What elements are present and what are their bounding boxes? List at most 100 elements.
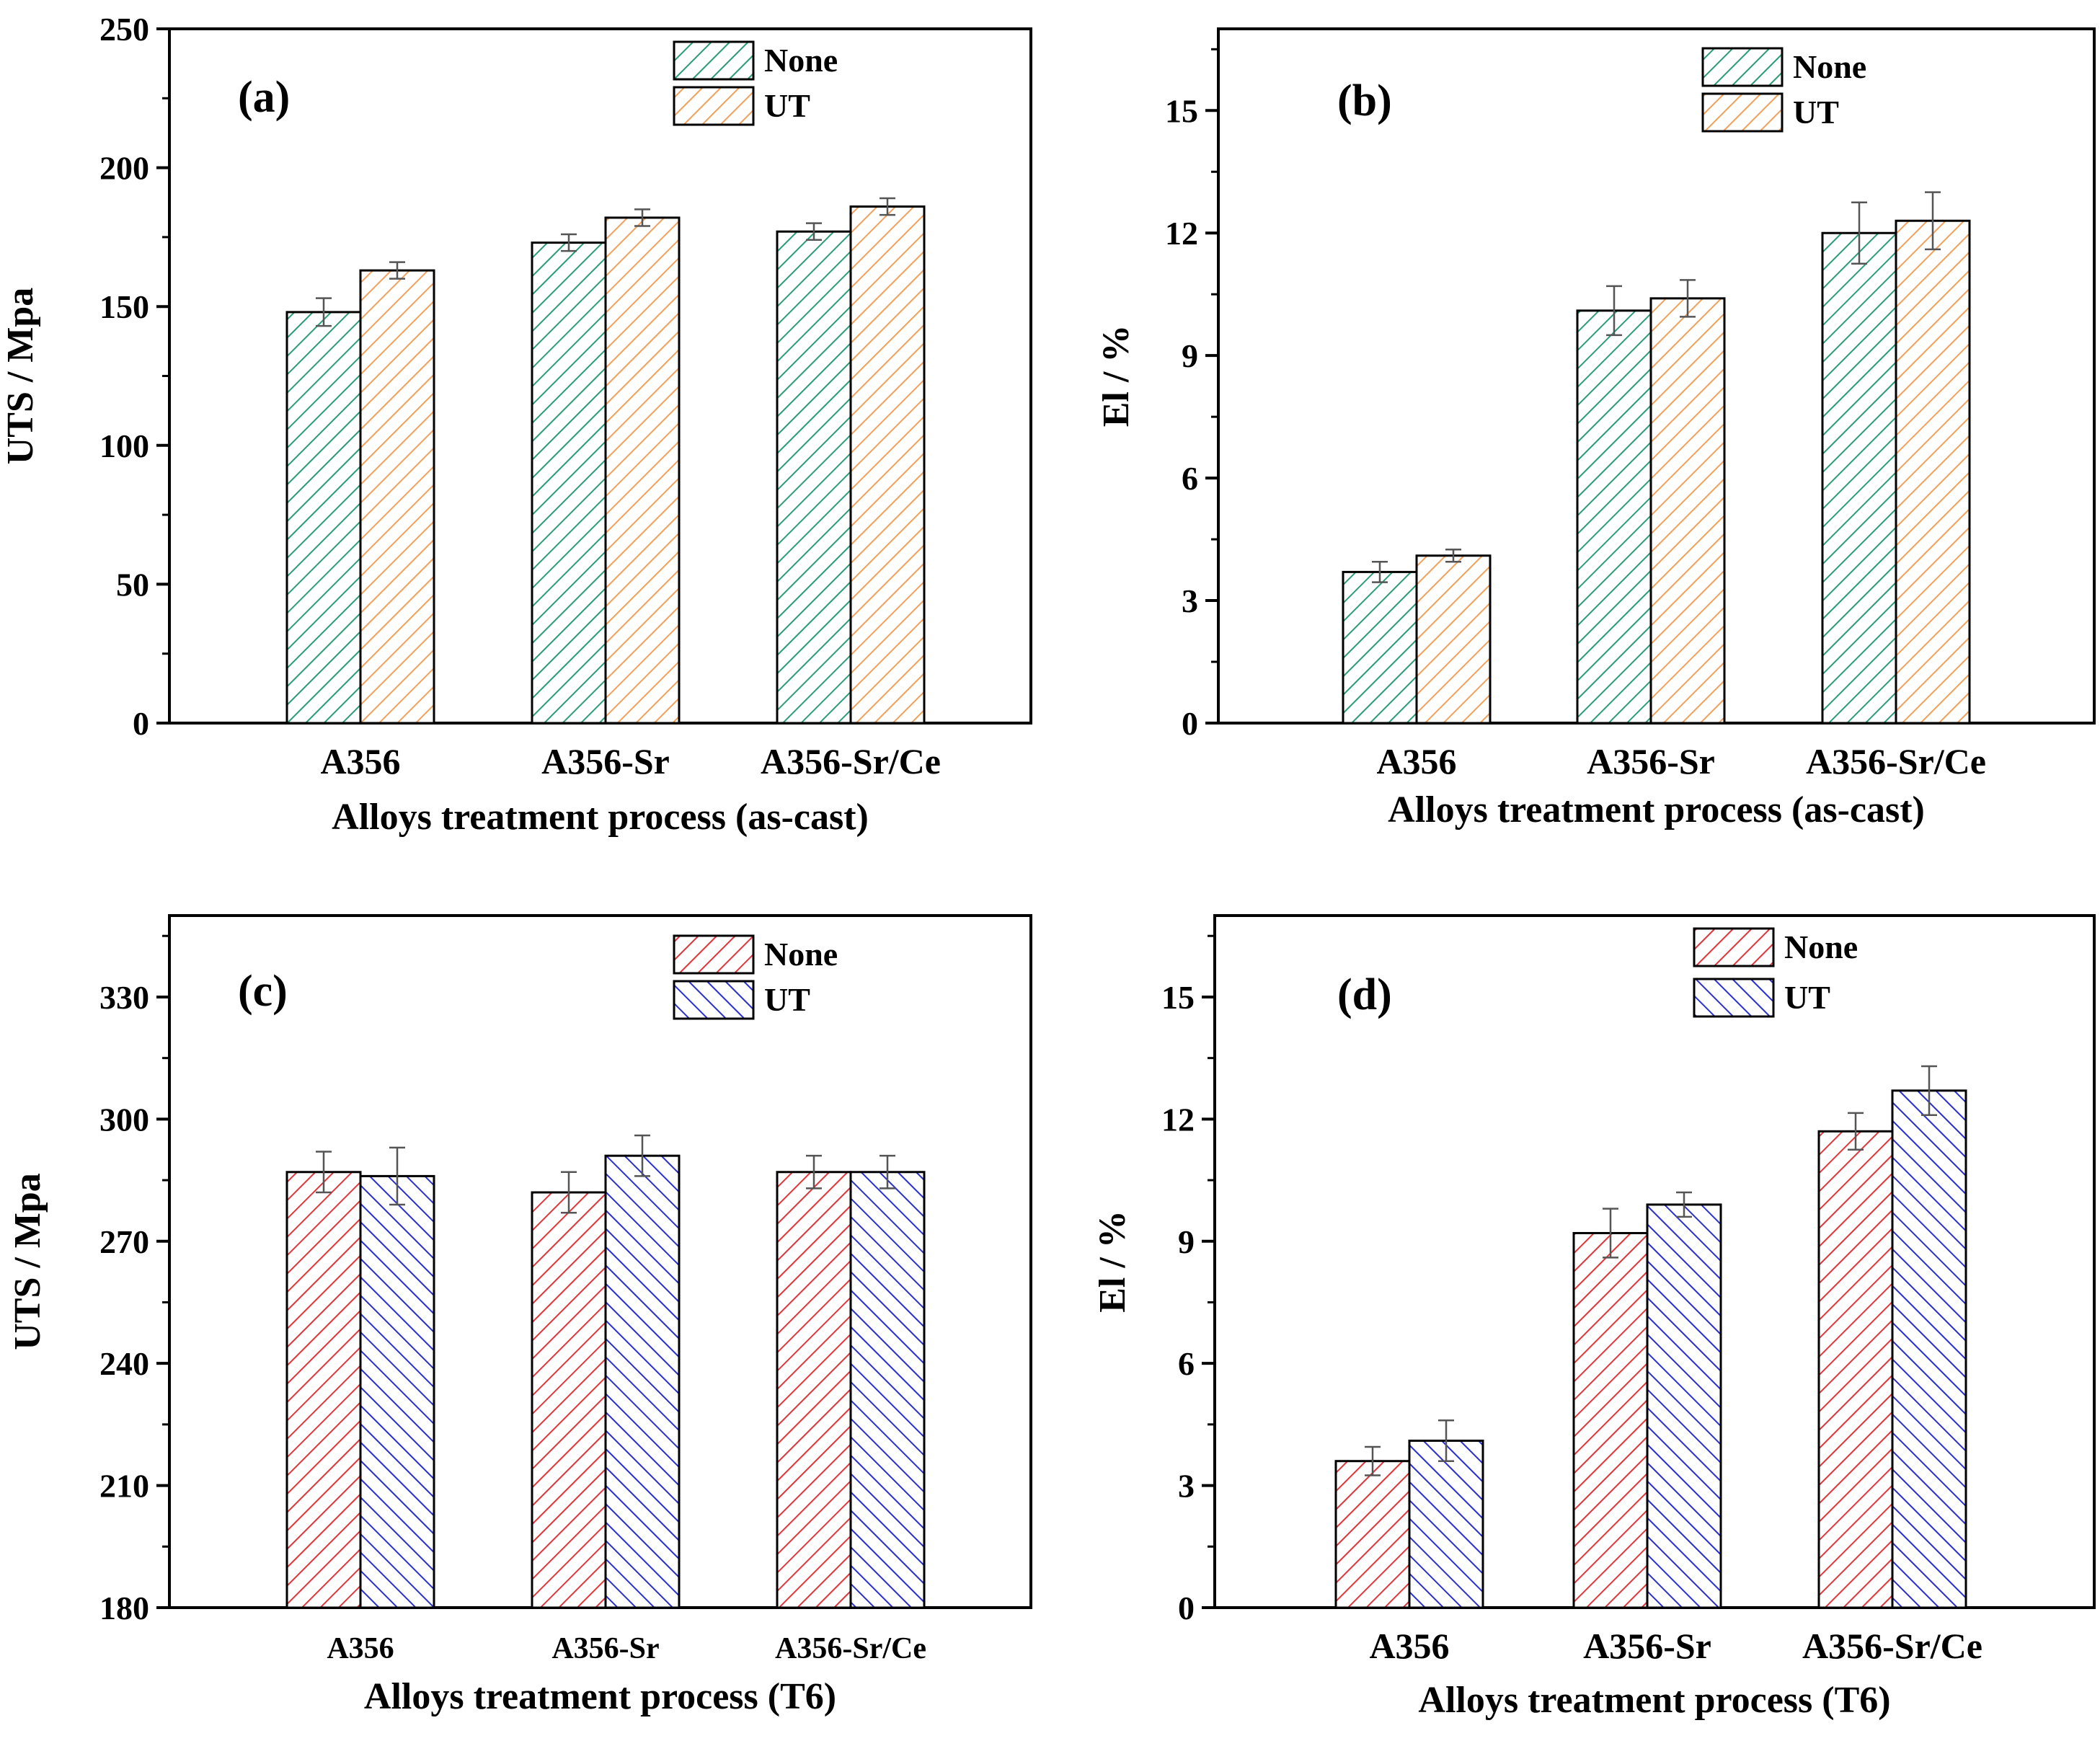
legend: None UT — [1693, 927, 1858, 1018]
legend-swatch-none — [673, 934, 755, 975]
bar-none-a356 — [285, 311, 362, 725]
error-bar — [561, 1171, 577, 1214]
bar-ut-a356-sr-ce — [849, 1171, 926, 1609]
x-tick-label: A356-Sr — [541, 741, 670, 781]
bar-ut-a356-sr-ce — [1895, 219, 1971, 725]
chart-panel-b: 0 3 6 9 12 15 El / % Alloys treatment process (… — [1096, 27, 2096, 830]
y-tick-label: 150 — [99, 288, 149, 325]
bar-ut-a356 — [1415, 554, 1492, 725]
legend-swatch-none — [1693, 927, 1775, 967]
y-tick-label: 15 — [1161, 979, 1195, 1016]
error-bar — [1438, 1419, 1454, 1462]
error-bar — [634, 208, 650, 227]
error-bar — [389, 261, 405, 280]
x-tick-label: A356 — [327, 1632, 394, 1665]
x-tick-label: A356-Sr/Ce — [775, 1632, 926, 1665]
legend-label-none: None — [1793, 48, 1866, 85]
chart-panel-c: 180 210 240 270 300 330 UTS / Mpa Alloys treatm… — [7, 914, 1032, 1717]
y-tick-label: 9 — [1178, 1223, 1195, 1260]
error-bar — [806, 1154, 822, 1190]
bar-ut-a356-sr — [1646, 1203, 1722, 1609]
error-bar — [561, 233, 577, 252]
x-axis-title: Alloys treatment process (T6) — [364, 1676, 836, 1717]
y-tick-label: 0 — [1182, 705, 1198, 742]
chart-panel-a: 0 50 100 150 200 250 UTS / Mpa Alloys treatment… — [0, 11, 1032, 838]
error-bar — [1848, 1112, 1864, 1151]
error-bar — [1921, 1065, 1937, 1116]
error-bar — [1372, 560, 1388, 583]
y-tick-label: 12 — [1165, 215, 1198, 252]
y-tick-label: 300 — [99, 1101, 149, 1138]
y-tick-label: 270 — [99, 1223, 149, 1260]
error-bar — [389, 1146, 405, 1206]
legend-label-ut: UT — [764, 87, 810, 124]
y-tick-label: 240 — [99, 1345, 149, 1382]
y-axis-title: El / % — [1092, 1210, 1133, 1313]
bar-ut-a356-sr — [1649, 297, 1726, 725]
y-tick-label: 9 — [1182, 337, 1198, 374]
legend-swatch-ut — [1693, 978, 1775, 1018]
bar-none-a356-sr-ce — [1821, 231, 1897, 725]
y-tick-label: 50 — [116, 566, 149, 603]
x-tick-label: A356-Sr/Ce — [761, 741, 941, 781]
bar-none-a356-sr — [531, 242, 607, 725]
panel-label: (b) — [1337, 76, 1392, 125]
bar-ut-a356 — [359, 269, 435, 725]
y-tick-label: 6 — [1182, 460, 1198, 497]
y-tick-label: 3 — [1178, 1468, 1195, 1505]
y-tick-label: 0 — [1178, 1590, 1195, 1626]
bar-ut-a356 — [1408, 1439, 1484, 1609]
bar-ut-a356-sr — [604, 216, 681, 725]
y-tick-label: 180 — [99, 1590, 149, 1626]
x-axis-title: Alloys treatment process (as-cast) — [1388, 789, 1925, 830]
legend-label-ut: UT — [1784, 979, 1830, 1016]
error-bar — [634, 1134, 650, 1177]
bar-none-a356-sr-ce — [776, 1171, 852, 1609]
legend-label-none: None — [764, 936, 838, 973]
legend: None UT — [673, 934, 838, 1020]
x-tick-label: A356 — [320, 741, 400, 781]
legend-swatch-ut — [673, 980, 755, 1020]
y-tick-label: 250 — [99, 11, 149, 48]
error-bar — [1676, 1191, 1692, 1218]
y-axis-title: UTS / Mpa — [0, 288, 41, 465]
y-tick-label: 6 — [1178, 1345, 1195, 1382]
error-bar — [880, 1154, 895, 1190]
y-tick-label: 3 — [1182, 582, 1198, 619]
bar-ut-a356-sr-ce — [849, 205, 926, 725]
x-tick-label: A356 — [1369, 1626, 1449, 1666]
x-tick-label: A356-Sr/Ce — [1802, 1626, 1982, 1666]
bar-none-a356-sr — [531, 1191, 607, 1609]
legend-swatch-none — [673, 40, 755, 81]
y-tick-label: 15 — [1165, 92, 1198, 129]
x-tick-label: A356-Sr — [551, 1632, 659, 1665]
legend-swatch-none — [1701, 47, 1784, 87]
legend: None UT — [1701, 47, 1866, 133]
bar-none-a356-sr-ce — [1817, 1130, 1894, 1609]
bar-none-a356 — [1334, 1460, 1411, 1609]
y-axis-title: El / % — [1096, 325, 1137, 428]
panel-label: (c) — [238, 967, 288, 1016]
error-bar — [806, 222, 822, 242]
error-bar — [1365, 1445, 1381, 1476]
y-axis-title: UTS / Mpa — [7, 1173, 48, 1350]
bar-none-a356 — [285, 1171, 362, 1609]
error-bar — [1925, 191, 1941, 251]
panel-label: (d) — [1337, 970, 1392, 1019]
x-axis-title: Alloys treatment process (T6) — [1418, 1680, 1890, 1721]
bar-ut-a356-sr-ce — [1891, 1089, 1967, 1609]
error-bar — [1445, 549, 1461, 563]
y-tick-label: 210 — [99, 1468, 149, 1505]
bar-ut-a356-sr — [604, 1154, 681, 1609]
bar-none-a356-sr — [1576, 309, 1652, 725]
legend-swatch-ut — [673, 86, 755, 126]
chart-panel-d: 0 3 6 9 12 15 El / % Alloys treatment process (… — [1092, 914, 2096, 1721]
legend-label-ut: UT — [764, 981, 810, 1018]
y-tick-label: 12 — [1161, 1101, 1195, 1138]
y-tick-label: 200 — [99, 150, 149, 187]
bar-none-a356-sr-ce — [776, 230, 852, 725]
y-tick-label: 330 — [99, 979, 149, 1016]
legend-swatch-ut — [1701, 92, 1784, 133]
bar-none-a356-sr — [1572, 1231, 1649, 1609]
error-bar — [1606, 285, 1622, 337]
